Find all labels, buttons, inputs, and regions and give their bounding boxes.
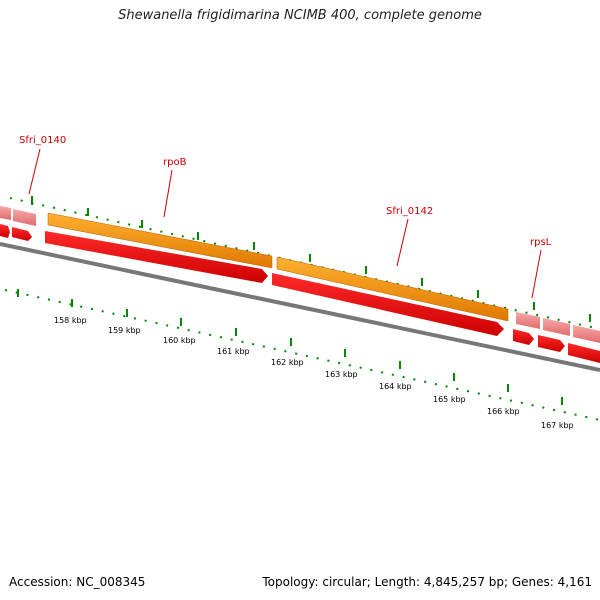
- label-leader-line: [396, 218, 409, 267]
- gene-feature: [0, 206, 11, 220]
- gene-feature: [516, 312, 540, 329]
- kbp-label: 161 kbp: [217, 347, 250, 356]
- kbp-label: 159 kbp: [108, 326, 141, 335]
- gene-label-rpoB: rpoB: [163, 157, 187, 168]
- gene-feature: [538, 335, 565, 352]
- accession-text: Accession: NC_008345: [9, 575, 146, 589]
- gene-feature: [573, 325, 600, 343]
- kbp-label: 162 kbp: [271, 358, 304, 367]
- top-tick-row: [9, 196, 600, 330]
- gene-feature: [0, 224, 10, 238]
- map-title: Shewanella frigidimarina NCIMB 400, comp…: [118, 8, 482, 23]
- orange-genes-row: [47, 212, 509, 322]
- kbp-label: 167 kbp: [541, 421, 574, 430]
- label-leader-line: [163, 169, 173, 218]
- kbp-scale: 158 kbp 159 kbp 160 kbp 161 kbp 162 kbp …: [4, 289, 600, 430]
- tick-mark: [9, 197, 600, 330]
- reverse-genes-row: [0, 224, 600, 363]
- gene-feature: [543, 318, 570, 336]
- kbp-label: 158 kbp: [54, 316, 87, 325]
- kbp-label: 160 kbp: [163, 336, 196, 345]
- gene-label-Sfri_0140: Sfri_0140: [19, 135, 66, 146]
- kbp-label: 166 kbp: [487, 407, 520, 416]
- gene-label-Sfri_0142: Sfri_0142: [386, 206, 433, 217]
- gene-feature: [12, 227, 32, 241]
- gene-Sfri_0142: [276, 256, 509, 322]
- topology-text: Topology: circular; Length: 4,845,257 bp…: [262, 575, 592, 589]
- tick-mark: [4, 289, 600, 421]
- label-leader-line: [531, 249, 542, 299]
- forward-genes-row: [0, 206, 600, 343]
- label-leader-line: [28, 148, 41, 195]
- gene-labels: Sfri_0140 rpoB Sfri_0142 rpsL: [19, 135, 552, 299]
- gene-feature: [13, 209, 36, 226]
- gene-label-rpsL: rpsL: [530, 237, 552, 248]
- kbp-label: 164 kbp: [379, 382, 412, 391]
- kbp-label: 165 kbp: [433, 395, 466, 404]
- gene-rpoB: [47, 212, 273, 269]
- genome-backbone: [0, 242, 600, 372]
- kbp-label: 163 kbp: [325, 370, 358, 379]
- gene-feature: [45, 231, 268, 283]
- gene-feature: [568, 343, 600, 363]
- gene-feature: [272, 273, 504, 336]
- gene-feature: [513, 329, 534, 345]
